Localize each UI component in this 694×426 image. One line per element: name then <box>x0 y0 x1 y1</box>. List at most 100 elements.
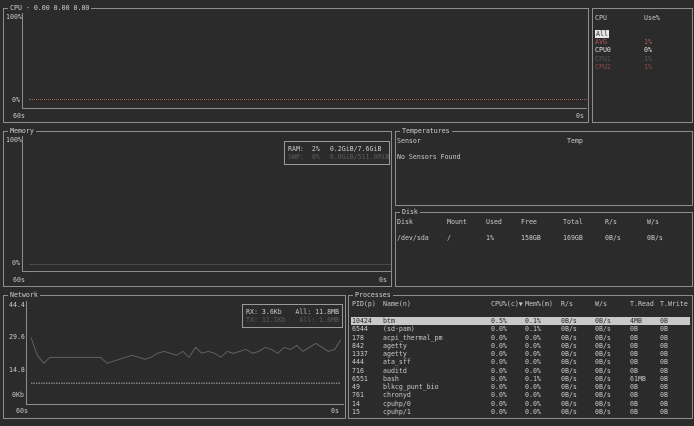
process-row[interactable]: 49 blkcg_punt_bio 0.0% 0.0% 0B/s 0B/s 0B 0B <box>351 383 690 391</box>
process-cell: 0B <box>630 407 638 416</box>
process-row[interactable]: 1337 agetty 0.0% 0.0% 0B/s 0B/s 0B 0B <box>351 350 690 358</box>
process-cell: 0B/s <box>595 333 611 342</box>
process-cell: cpuhp/0 <box>383 399 411 408</box>
temp-header-sensor: Sensor <box>397 137 421 145</box>
column-header[interactable]: T.Read <box>630 300 654 308</box>
process-cell: 0B/s <box>595 383 611 391</box>
cpu-item-use: 0% <box>644 46 652 55</box>
disk-header: Free <box>521 218 537 226</box>
process-cell: 0.0% <box>525 341 541 350</box>
cpu-item-use: 1% <box>644 38 652 47</box>
process-cell: 0B <box>660 317 668 325</box>
process-cell: 0.0% <box>491 350 507 358</box>
network-graph <box>26 301 344 405</box>
disk-cell: 169GB <box>563 234 583 242</box>
process-cell: bash <box>383 374 399 383</box>
process-cell: 0B/s <box>595 325 611 334</box>
process-header: PID(p) Name(n) CPU%(c)▼ Mem%(m) R/s W/s T.Read… <box>351 300 690 308</box>
ram-line <box>29 264 391 265</box>
process-cell: 10424 <box>352 317 372 325</box>
process-cell: acpi_thermal_pm <box>383 333 443 342</box>
column-header[interactable]: PID(p) <box>352 300 376 308</box>
process-cell: auditd <box>383 366 407 375</box>
disk-cell: / <box>447 234 451 242</box>
process-cell: 0B/s <box>561 399 577 408</box>
column-header[interactable]: Name(n) <box>383 300 411 308</box>
process-cell: cpuhp/1 <box>383 407 411 416</box>
process-row[interactable]: 10424 btm 0.5% 0.1% 0B/s 0B/s 4MB 0B <box>351 317 690 326</box>
process-row[interactable]: 761 chronyd 0.0% 0.0% 0B/s 0B/s 0B 0B <box>351 391 690 399</box>
process-cell: 0B <box>660 358 668 367</box>
process-cell: 0.0% <box>525 399 541 408</box>
process-cell: agetty <box>383 341 407 350</box>
process-cell: 0.0% <box>525 366 541 375</box>
process-row[interactable]: 842 agetty 0.0% 0.0% 0B/s 0B/s 0B 0B <box>351 342 690 350</box>
swap-label: SWP: <box>288 153 304 161</box>
disk-header: R/s <box>605 218 617 226</box>
cpu-item-avg[interactable]: AVG <box>595 38 607 47</box>
rx-line <box>30 337 342 364</box>
column-header[interactable]: CPU%(c)▼ <box>491 300 523 308</box>
process-row[interactable]: 15 cpuhp/1 0.0% 0.0% 0B/s 0B/s 0B 0B <box>351 408 690 416</box>
process-cell: 0.0% <box>525 358 541 367</box>
memory-panel: Memory 100% 0% RAM: 2% 0.2GiB/7.6GiB SWP… <box>3 127 392 287</box>
process-cell: 0.0% <box>491 325 507 334</box>
process-cell: 842 <box>352 341 364 350</box>
disk-header: Mount <box>447 218 467 226</box>
process-row[interactable]: 6544 (sd-pam) 0.0% 0.1% 0B/s 0B/s 0B 0B <box>351 325 690 333</box>
process-cell: 0.0% <box>491 391 507 400</box>
column-header[interactable]: R/s <box>561 300 573 308</box>
process-cell: 761 <box>352 391 364 400</box>
process-cell: 0B <box>630 383 638 391</box>
temp-message: No Sensors Found <box>397 153 461 161</box>
process-cell: 0B/s <box>595 374 611 383</box>
process-cell: 0B/s <box>561 391 577 400</box>
process-cell: 15 <box>352 407 360 416</box>
process-cell: 0B <box>630 341 638 350</box>
process-cell: 0B <box>660 333 668 342</box>
process-cell: 0B <box>660 374 668 383</box>
process-row[interactable]: 178 acpi_thermal_pm 0.0% 0.0% 0B/s 0B/s 0B 0B <box>351 334 690 342</box>
processes-title: Processes <box>353 291 393 300</box>
temperatures-title: Temperatures <box>400 127 452 136</box>
process-row[interactable]: 6551 bash 0.0% 0.1% 0B/s 0B/s 61MB 0B <box>351 375 690 383</box>
process-cell: 0B/s <box>561 374 577 383</box>
cpu-item-cpu0[interactable]: CPU0 <box>595 46 611 55</box>
memory-graph <box>22 136 391 272</box>
cpu-item-all[interactable]: All <box>595 30 609 38</box>
temp-header-temp: Temp <box>567 137 583 145</box>
process-cell: 0.0% <box>525 407 541 416</box>
disk-cell: 158GB <box>521 234 541 242</box>
process-cell: 0B <box>660 325 668 334</box>
cpu-graph <box>22 13 587 109</box>
process-cell: 0B/s <box>595 391 611 400</box>
process-cell: 0B <box>660 399 668 408</box>
process-row[interactable]: 716 auditd 0.0% 0.0% 0B/s 0B/s 0B 0B <box>351 367 690 375</box>
network-y-label: 29.6 <box>9 333 25 341</box>
process-row[interactable]: 14 cpuhp/0 0.0% 0.0% 0B/s 0B/s 0B 0B <box>351 400 690 408</box>
rx-rate: RX: 3.6Kb <box>246 308 282 316</box>
memory-y-max: 100% <box>6 136 22 144</box>
cpu-item-use: 1% <box>644 62 652 71</box>
disk-header: Disk <box>397 218 413 226</box>
process-cell: 0.0% <box>525 391 541 400</box>
column-header[interactable]: Mem%(m) <box>525 300 553 308</box>
process-cell: 0.1% <box>525 325 541 334</box>
process-cell: 0.0% <box>491 383 507 391</box>
process-cell: 0B <box>660 366 668 375</box>
process-cell: 61MB <box>630 374 646 383</box>
cpu-item-use: 1% <box>644 54 652 63</box>
disk-header: Used <box>486 218 502 226</box>
process-cell: 0B/s <box>595 350 611 358</box>
process-cell: 0B <box>630 350 638 358</box>
process-row[interactable]: 444 ata_sff 0.0% 0.0% 0B/s 0B/s 0B 0B <box>351 358 690 366</box>
tx-rate: TX: 11.1Kb <box>246 316 286 324</box>
process-cell: 0B <box>660 383 668 391</box>
column-header[interactable]: W/s <box>595 300 607 308</box>
cpu-list-header-use: Use% <box>644 14 660 22</box>
cpu-list-header: CPU <box>595 14 607 22</box>
cpu-item-cpu2[interactable]: CPU2 <box>595 62 611 71</box>
process-cell: 0B <box>660 407 668 416</box>
cpu-item-cpu1[interactable]: CPU1 <box>595 54 611 63</box>
column-header[interactable]: T.Write <box>660 300 688 308</box>
